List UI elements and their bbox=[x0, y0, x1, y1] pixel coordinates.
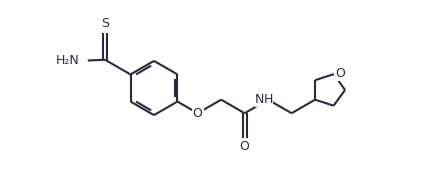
Text: O: O bbox=[193, 107, 203, 120]
Text: O: O bbox=[240, 140, 249, 153]
Text: O: O bbox=[335, 67, 345, 80]
Text: N: N bbox=[255, 93, 265, 106]
Text: H: H bbox=[263, 93, 273, 106]
Text: S: S bbox=[101, 17, 109, 30]
Text: H₂N: H₂N bbox=[56, 54, 79, 67]
